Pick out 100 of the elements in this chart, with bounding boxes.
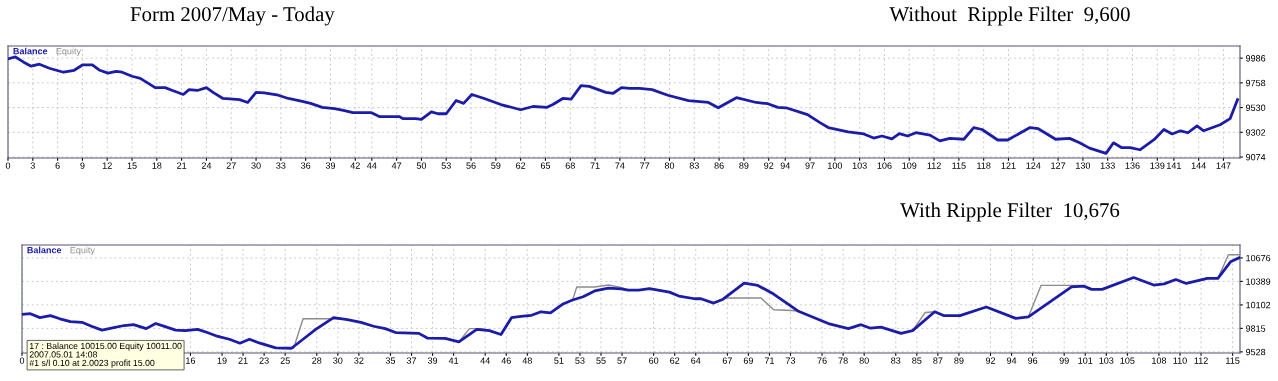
- x-tick-label: 67: [722, 357, 732, 364]
- x-tick-label: 71: [764, 357, 775, 364]
- x-tick-label: 30: [251, 162, 261, 169]
- x-tick-label: 65: [540, 162, 551, 169]
- x-tick-label: 24: [201, 162, 212, 169]
- x-tick-label: 92: [764, 162, 774, 169]
- x-tick-label: 105: [1120, 357, 1135, 364]
- y-tick-label: 10102: [1246, 301, 1271, 309]
- x-tick-label: 15: [127, 162, 137, 169]
- x-tick-label: 101: [1078, 357, 1093, 364]
- x-tick-label: 136: [1125, 162, 1140, 169]
- x-tick-label: 130: [1076, 162, 1091, 169]
- x-tick-label: 97: [805, 162, 815, 169]
- x-tick-label: 41: [448, 357, 459, 364]
- x-tick-label: 141: [1167, 162, 1181, 169]
- y-tick-label: 9528: [1245, 348, 1266, 356]
- text: Equity: [70, 246, 95, 256]
- y-tick-label: 10676: [1246, 254, 1271, 262]
- chart-title: With Ripple Filter 10,676: [900, 202, 1120, 222]
- x-tick-label: 74: [615, 162, 625, 169]
- x-tick-label: 18: [152, 162, 162, 169]
- x-tick-label: 21: [177, 162, 187, 169]
- x-tick-label: 21: [238, 357, 248, 364]
- x-tick-label: 110: [1173, 357, 1187, 364]
- y-tick-label: 9758: [1245, 79, 1266, 87]
- x-tick-label: 80: [859, 357, 869, 364]
- x-tick-label: 109: [902, 162, 917, 169]
- x-tick-label: 89: [739, 162, 749, 169]
- x-tick-label: 32: [354, 357, 364, 364]
- x-tick-label: 147: [1216, 162, 1231, 169]
- x-tick-label: 68: [565, 162, 575, 169]
- x-tick-label: 53: [441, 162, 451, 169]
- x-tick-label: 35: [385, 357, 396, 364]
- x-tick-label: 50: [416, 162, 427, 169]
- x-tick-label: 39: [427, 357, 438, 364]
- x-tick-label: 115: [952, 162, 966, 169]
- y-tick-label: 9815: [1245, 325, 1266, 332]
- x-tick-label: 100: [828, 162, 843, 169]
- x-tick-label: 42: [350, 162, 360, 169]
- x-tick-label: 69: [743, 357, 753, 364]
- x-tick-label: 59: [491, 162, 501, 169]
- x-tick-label: 0: [19, 357, 25, 364]
- x-tick-label: 108: [1152, 357, 1167, 364]
- x-tick-label: 27: [226, 162, 236, 169]
- x-tick-label: 56: [466, 162, 476, 169]
- x-tick-label: 121: [1001, 162, 1016, 169]
- x-tick-label: 94: [780, 162, 790, 169]
- x-tick-label: 47: [391, 162, 402, 169]
- x-tick-label: 25: [280, 357, 290, 364]
- x-tick-label: 99: [1059, 357, 1069, 364]
- x-tick-label: 92: [985, 357, 996, 364]
- x-tick-label: 48: [522, 357, 532, 364]
- x-tick-label: 6: [55, 162, 60, 169]
- x-tick-label: 55: [596, 357, 606, 364]
- x-tick-label: 85: [912, 357, 922, 364]
- x-tick-label: 106: [877, 162, 892, 169]
- x-tick-label: 71: [590, 162, 600, 169]
- annotation: 17 : Balance 10015.00 Equity 10011.00 2007.05.01 14:08 #1 s/l 0.10 at 2.0023 profit 15.00: [29, 342, 182, 368]
- x-tick-label: 127: [1051, 162, 1066, 169]
- x-tick-label: 44: [480, 357, 490, 364]
- y-tick-label: 9530: [1245, 104, 1266, 111]
- x-tick-label: 103: [1099, 357, 1114, 364]
- chart-title: Form 2007/May - Today: [130, 6, 335, 26]
- text: Balance: [27, 246, 62, 254]
- x-tick-label: 103: [852, 162, 867, 169]
- x-tick-label: 12: [102, 162, 112, 169]
- x-tick-label: 112: [1194, 357, 1208, 364]
- y-tick-label: 10389: [1246, 278, 1271, 285]
- x-tick-label: 76: [817, 357, 827, 364]
- x-tick-label: 36: [300, 162, 311, 169]
- x-tick-label: 44: [367, 162, 377, 169]
- x-tick-label: 73: [785, 357, 796, 364]
- x-tick-label: 78: [838, 357, 848, 364]
- x-tick-label: 139: [1150, 162, 1165, 169]
- x-tick-label: 64: [691, 357, 701, 364]
- x-tick-label: 46: [501, 357, 511, 364]
- x-tick-label: 53: [575, 357, 585, 364]
- x-tick-label: 62: [670, 357, 680, 364]
- y-tick-label: 9074: [1245, 153, 1266, 161]
- x-tick-label: 60: [649, 357, 659, 364]
- series-label: Balance: [13, 47, 48, 55]
- x-tick-label: 87: [933, 357, 943, 364]
- x-tick-label: 39: [325, 162, 336, 169]
- x-tick-label: 115: [1226, 357, 1240, 364]
- x-tick-label: 28: [312, 357, 322, 364]
- x-tick-label: 96: [1028, 357, 1038, 364]
- x-tick-label: 3: [30, 162, 35, 169]
- legend-label: Equity: [56, 47, 81, 57]
- y-tick-label: 9986: [1245, 55, 1266, 62]
- y-tick-label: 9302: [1245, 129, 1266, 136]
- x-tick-label: 83: [689, 162, 699, 169]
- x-tick-label: 83: [891, 357, 901, 364]
- x-tick-label: 62: [516, 162, 526, 169]
- x-tick-label: 144: [1191, 162, 1206, 169]
- x-tick-label: 80: [664, 162, 675, 169]
- x-tick-label: 37: [406, 357, 417, 364]
- x-tick-label: 118: [977, 162, 991, 169]
- x-tick-label: 9: [80, 162, 85, 169]
- x-tick-label: 33: [276, 162, 286, 169]
- x-tick-label: 94: [1006, 357, 1017, 364]
